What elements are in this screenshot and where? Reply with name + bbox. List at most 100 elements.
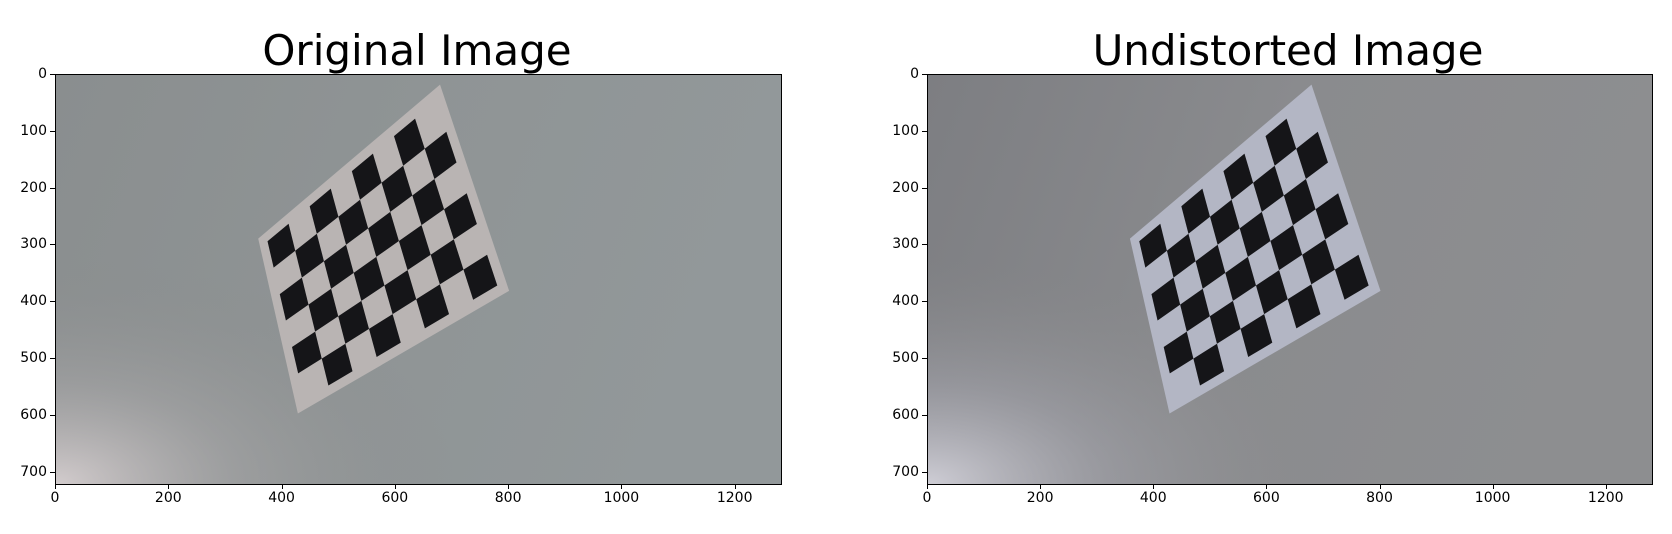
checker-square: [1256, 270, 1288, 315]
checker-square: [353, 256, 385, 301]
x-tick-mark: [1266, 484, 1268, 489]
y-tick-mark: [922, 244, 927, 246]
y-tick-label: 0: [38, 66, 47, 82]
x-tick-mark: [1153, 484, 1155, 489]
y-tick-label: 100: [892, 122, 919, 139]
y-tick-label: 500: [892, 350, 919, 367]
x-tick-label: 600: [1253, 490, 1280, 506]
y-tick-label: 600: [20, 406, 47, 423]
x-tick-label: 800: [1366, 490, 1393, 506]
checker-square: [267, 223, 296, 268]
y-tick-label: 300: [20, 236, 47, 253]
y-tick-mark: [50, 301, 55, 303]
checker-square: [1223, 153, 1254, 200]
checkerboard-photo: [56, 75, 781, 484]
checker-square: [279, 277, 309, 321]
original-image-panel: Original Image 0 200 400 600 800 1000 1200 0 100…: [20, 26, 782, 506]
panel-title: Original Image: [262, 26, 572, 75]
checker-square: [368, 211, 399, 257]
checker-square: [424, 131, 457, 179]
checker-square: [1163, 331, 1194, 374]
checker-square: [309, 188, 339, 234]
y-tick-label: 700: [892, 463, 919, 480]
y-tick-mark: [922, 130, 927, 132]
y-tick-label: 500: [20, 350, 47, 367]
y-tick-mark: [922, 74, 927, 75]
checker-square: [323, 244, 354, 289]
checker-square: [1193, 343, 1225, 386]
y-tick-label: 400: [20, 293, 47, 310]
checker-square: [416, 284, 450, 329]
checker-square: [1239, 211, 1271, 257]
undistorted-image-panel: Undistorted Image 0 200 400 600 800 1000 1200 0…: [836, 0, 1672, 534]
x-tick-mark: [394, 484, 396, 489]
image-axes: [55, 74, 782, 485]
x-tick-mark: [927, 484, 928, 489]
x-tick-mark: [734, 484, 736, 489]
y-tick-label: 600: [892, 406, 919, 423]
x-tick-label: 800: [494, 490, 522, 506]
checker-square: [292, 331, 322, 374]
checker-square: [1240, 314, 1273, 357]
checker-square: [393, 118, 425, 166]
checker-square: [1209, 300, 1241, 344]
checker-square: [368, 314, 401, 357]
checker-square: [1315, 193, 1349, 240]
checker-square: [381, 165, 413, 212]
y-tick-label: 100: [20, 122, 47, 139]
x-tick-label: 0: [922, 490, 932, 506]
y-tick-mark: [50, 74, 55, 75]
x-tick-mark: [508, 484, 510, 489]
y-tick-label: 0: [910, 66, 919, 82]
y-tick-label: 200: [20, 179, 47, 196]
checker-square: [295, 233, 324, 278]
checker-square: [1253, 165, 1284, 212]
y-tick-label: 400: [892, 293, 919, 310]
x-tick-mark: [168, 484, 170, 489]
checker-square: [1151, 277, 1181, 321]
y-tick-mark: [50, 130, 55, 132]
x-tick-label: 200: [154, 490, 182, 506]
y-tick-mark: [50, 244, 55, 246]
checker-square: [351, 153, 382, 200]
y-tick-mark: [922, 414, 927, 416]
x-tick-label: 0: [50, 490, 60, 506]
x-tick-label: 400: [268, 490, 295, 506]
checker-square: [1270, 225, 1303, 271]
checker-square: [463, 254, 498, 300]
y-tick-mark: [922, 301, 927, 303]
checker-square: [1283, 178, 1316, 226]
checker-square: [1210, 199, 1240, 245]
y-tick-mark: [922, 187, 927, 189]
x-tick-mark: [1040, 484, 1042, 489]
checker-square: [1225, 256, 1257, 301]
checker-square: [1296, 131, 1328, 179]
panel-title: Undistorted Image: [1092, 26, 1484, 75]
checkerboard-photo: [928, 75, 1652, 484]
y-tick-mark: [50, 471, 55, 473]
checker-square: [308, 288, 339, 332]
checker-square: [1180, 288, 1210, 332]
checker-square: [430, 239, 464, 285]
y-tick-mark: [922, 471, 927, 473]
y-tick-label: 300: [892, 236, 919, 253]
y-tick-label: 200: [892, 179, 919, 196]
checker-square: [444, 193, 477, 240]
checker-square: [398, 225, 431, 271]
checker-square: [1195, 244, 1226, 289]
checker-square: [1166, 233, 1196, 278]
y-tick-mark: [922, 358, 927, 360]
x-tick-mark: [621, 484, 623, 489]
checker-square: [1334, 254, 1369, 300]
x-tick-label: 1000: [603, 490, 640, 506]
y-tick-mark: [50, 187, 55, 189]
y-tick-mark: [50, 358, 55, 360]
x-tick-mark: [1492, 484, 1494, 489]
checker-square: [1287, 284, 1321, 329]
y-tick-mark: [50, 414, 55, 416]
y-tick-label: 700: [20, 463, 47, 480]
x-tick-label: 400: [1139, 490, 1167, 506]
x-tick-mark: [55, 484, 56, 489]
checker-square: [412, 178, 445, 226]
image-axes: [927, 74, 1653, 485]
